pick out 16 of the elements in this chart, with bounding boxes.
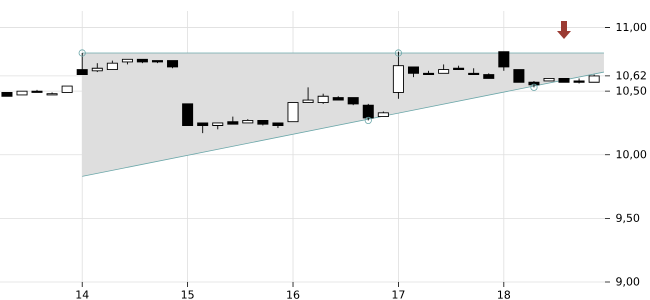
y-tick-label: 10,50 — [616, 86, 646, 96]
x-tick-label: 18 — [498, 290, 510, 299]
y-tick-label: 9,50 — [616, 214, 640, 224]
point — [394, 49, 402, 57]
y-tick-label: 11,00 — [616, 22, 646, 32]
point — [530, 84, 538, 91]
point — [78, 49, 86, 57]
x-tick-label: 17 — [392, 290, 404, 299]
y-tick-label: 10,00 — [616, 150, 646, 160]
point — [364, 116, 372, 124]
x-tick-label: 14 — [76, 290, 89, 299]
x-tick-label: 15 — [182, 290, 194, 299]
y-tick-label: 9,00 — [616, 277, 640, 287]
y-tick-label: 10,62 — [616, 71, 646, 81]
candlestick — [392, 51, 404, 100]
x-tick-label: 16 — [287, 290, 300, 299]
